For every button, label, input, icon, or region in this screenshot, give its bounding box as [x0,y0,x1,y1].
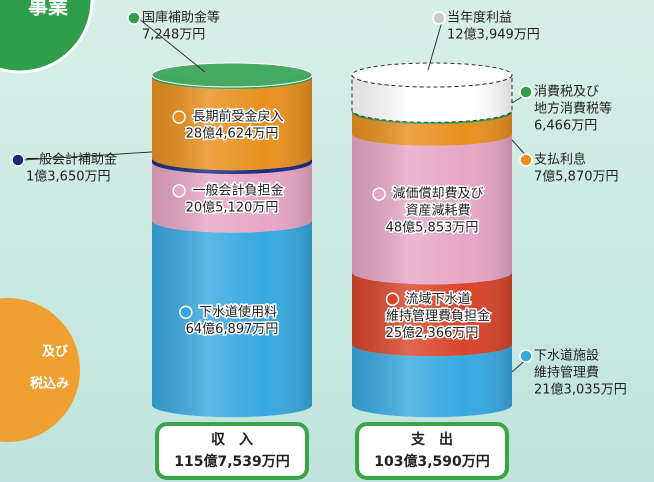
column-label: 支 出 [410,431,453,448]
legend-dot [172,184,186,198]
legend-dot [432,11,446,25]
value-label: 48億5,853万円 [386,220,479,236]
segment-name: 資産減耗費 [405,203,470,219]
legend-dot [172,110,186,124]
segment-name: 一般会計補助金 [26,152,117,168]
column-total: 103億3,590万円 [374,453,490,470]
value-label: 1億3,650万円 [26,169,111,185]
leader-line [427,17,444,71]
value-label: 6,466万円 [534,119,597,134]
legend-dot [11,153,25,167]
cylinder-shade [352,75,512,417]
total-box [155,422,309,480]
column-label: 収 入 [211,431,253,448]
value-label: 7,248万円 [142,28,205,43]
legend-dot [519,85,533,99]
segment-name: 維持管理費 [534,366,599,381]
corner-text: 事業 [28,0,69,19]
segment-name: 地方消費税等 [534,101,612,117]
legend-dot [519,153,533,167]
segment-name: 支払利息 [534,152,586,168]
value-label: 25億2,366万円 [386,325,479,341]
corner-text: 及び [42,345,69,360]
segment-name: 下水道使用料 [199,304,277,320]
segment-name: 当年度利益 [447,10,512,26]
legend-dot [385,292,400,307]
corner-text: 税込み [30,376,69,392]
segment-name: 流域下水道 [405,292,470,307]
total-box [355,422,509,480]
cylinder-top [351,62,513,88]
leader-line [137,17,206,73]
cylinder-shade [152,75,312,417]
segment-name: 下水道施設 [534,348,599,364]
value-label: 28億4,624万円 [186,126,279,142]
legend-dot [372,187,386,201]
legend-dot [179,305,193,320]
corner-badge [0,0,94,74]
legend-dot [519,349,533,363]
value-label: 64億6,897万円 [186,321,279,337]
legend-dot [127,11,141,25]
value-label: 12億3,949万円 [447,27,540,43]
corner-badge [0,298,80,442]
segment-name: 減価償却費及び [392,186,483,202]
leader-line [21,151,153,161]
segment-name: 消費税及び [534,85,599,100]
value-label: 20億5,120万円 [186,199,279,215]
column-total: 115億7,539万円 [174,453,290,470]
value-label: 7億5,870万円 [534,169,619,185]
value-label: 21億3,035万円 [534,382,627,398]
cylinder-top [151,62,313,88]
segment-name: 長期前受金戻入 [192,109,283,125]
segment-name: 国庫補助金等 [142,10,220,26]
segment-name: 一般会計負担金 [192,182,283,198]
segment-name: 維持管理費負担金 [386,308,490,324]
